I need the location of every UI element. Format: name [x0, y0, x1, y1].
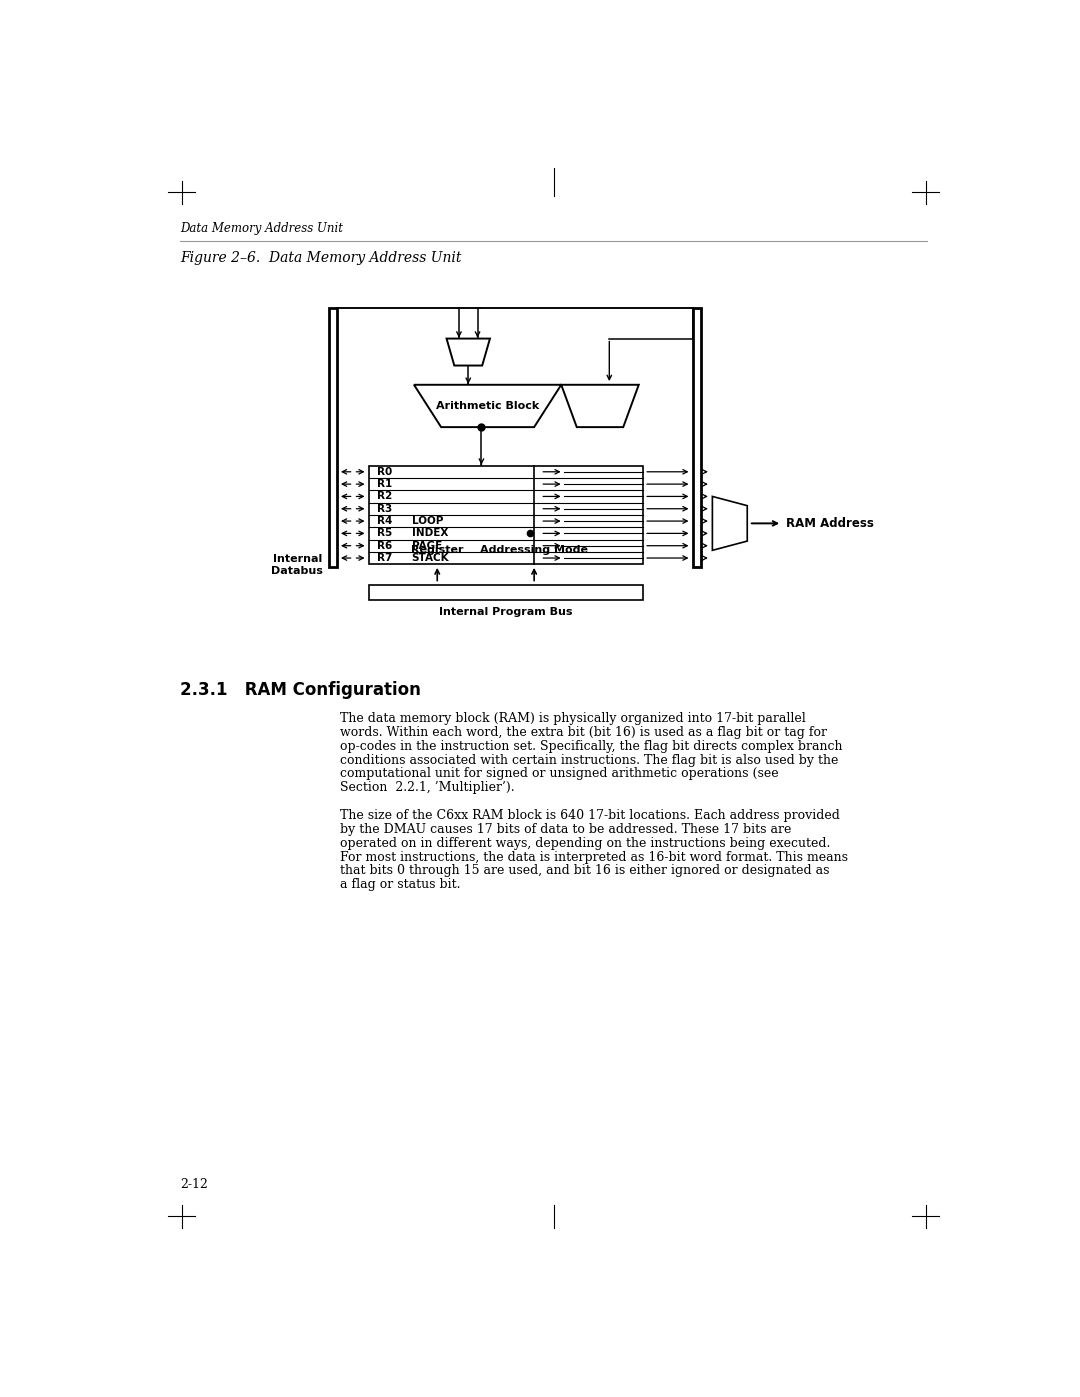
Text: computational unit for signed or unsigned arithmetic operations (see: computational unit for signed or unsigne… [340, 767, 779, 781]
Text: The size of the C6xx RAM block is 640 17-bit locations. Each address provided: The size of the C6xx RAM block is 640 17… [340, 809, 840, 821]
Text: For most instructions, the data is interpreted as 16-bit word format. This means: For most instructions, the data is inter… [340, 851, 849, 863]
Text: Arithmetic Block: Arithmetic Block [436, 401, 539, 411]
Bar [369, 585, 643, 601]
Text: a flag or status bit.: a flag or status bit. [340, 879, 461, 891]
Text: LOOP: LOOP [411, 515, 443, 527]
Text: Internal Program Bus: Internal Program Bus [438, 606, 572, 616]
Text: R1: R1 [377, 479, 392, 489]
Text: R5: R5 [377, 528, 392, 538]
Text: Section  2.2.1, ’Multiplier’).: Section 2.2.1, ’Multiplier’). [340, 781, 515, 795]
Polygon shape [562, 384, 638, 427]
Text: R0: R0 [377, 467, 392, 476]
Text: words. Within each word, the extra bit (bit 16) is used as a flag bit or tag for: words. Within each word, the extra bit (… [340, 726, 827, 739]
Text: conditions associated with certain instructions. The flag bit is also used by th: conditions associated with certain instr… [340, 753, 839, 767]
Bar [369, 465, 643, 564]
Text: R3: R3 [377, 504, 392, 514]
Text: that bits 0 through 15 are used, and bit 16 is either ignored or designated as: that bits 0 through 15 are used, and bit… [340, 865, 829, 877]
Text: PAGE: PAGE [411, 541, 442, 550]
Bar [693, 307, 701, 567]
Text: Internal
Databus: Internal Databus [271, 555, 323, 576]
Text: by the DMAU causes 17 bits of data to be addressed. These 17 bits are: by the DMAU causes 17 bits of data to be… [340, 823, 792, 835]
Text: R7: R7 [377, 553, 392, 563]
Text: R2: R2 [377, 492, 392, 502]
Text: RAM Address: RAM Address [786, 517, 874, 529]
Text: R4: R4 [377, 515, 392, 527]
Text: 2-12: 2-12 [180, 1178, 207, 1192]
Text: STACK: STACK [411, 553, 449, 563]
Text: Figure 2–6.  Data Memory Address Unit: Figure 2–6. Data Memory Address Unit [180, 251, 461, 265]
Text: INDEX: INDEX [411, 528, 448, 538]
Text: Register: Register [411, 545, 463, 555]
Text: R6: R6 [377, 541, 392, 550]
Text: op-codes in the instruction set. Specifically, the flag bit directs complex bran: op-codes in the instruction set. Specifi… [340, 740, 842, 753]
Text: Data Memory Address Unit: Data Memory Address Unit [180, 222, 343, 235]
Bar [328, 307, 337, 567]
Text: Addressing Mode: Addressing Mode [481, 545, 589, 555]
Polygon shape [414, 384, 562, 427]
Text: operated on in different ways, depending on the instructions being executed.: operated on in different ways, depending… [340, 837, 831, 849]
Polygon shape [713, 496, 747, 550]
Polygon shape [446, 338, 490, 366]
Text: 2.3.1   RAM Configuration: 2.3.1 RAM Configuration [180, 682, 421, 700]
Text: The data memory block (RAM) is physically organized into 17-bit parallel: The data memory block (RAM) is physicall… [340, 712, 806, 725]
